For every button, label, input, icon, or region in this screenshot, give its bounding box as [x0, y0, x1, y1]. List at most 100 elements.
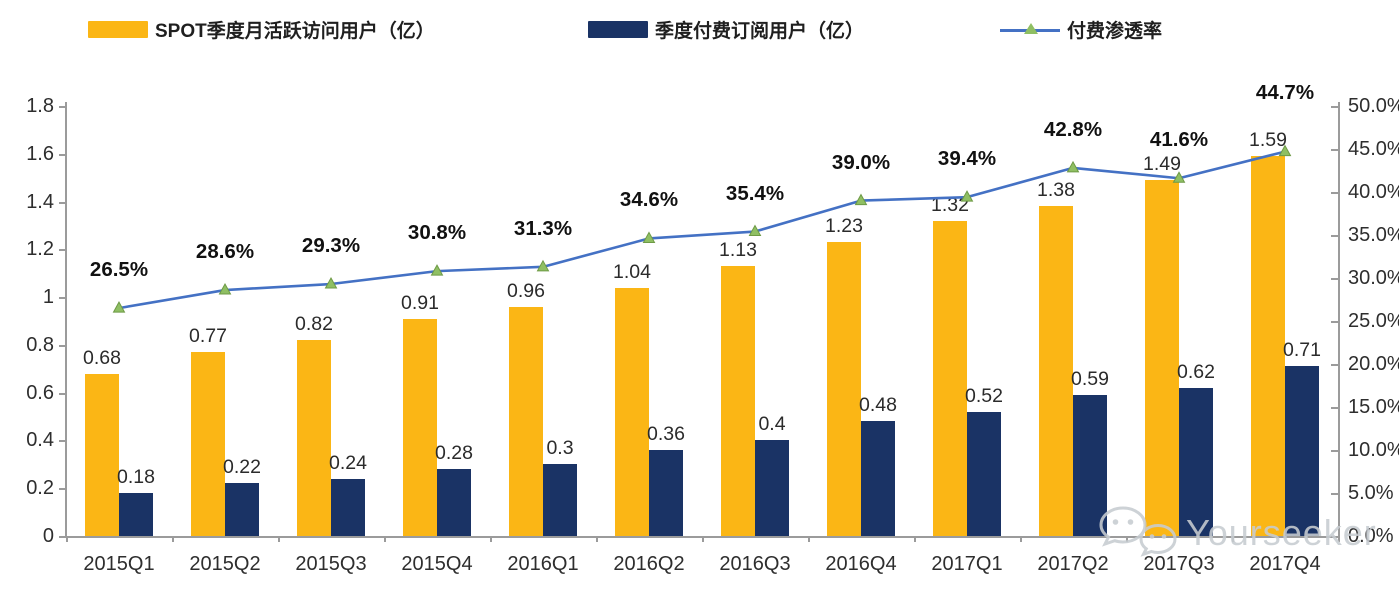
bar-value-label: 0.77	[189, 325, 227, 348]
penetration-value-label: 31.3%	[513, 216, 573, 240]
legend-item-mau: SPOT季度月活跃访问用户（亿）	[88, 18, 435, 42]
penetration-value-label: 29.3%	[301, 234, 361, 258]
left-axis-tick	[59, 106, 66, 108]
bar-value-label: 0.91	[401, 291, 439, 314]
bar-subs-2015Q1	[119, 493, 153, 536]
right-axis-tick-label: 25.0%	[1348, 310, 1399, 332]
left-axis-tick-label: 0.8	[26, 333, 54, 356]
legend-swatch	[88, 20, 148, 38]
bar-value-label: 0.68	[83, 346, 121, 369]
legend-label: 付费渗透率	[1067, 20, 1163, 42]
x-axis-category-label: 2016Q2	[613, 553, 685, 575]
bar-mau-2017Q4	[1251, 156, 1285, 536]
bar-value-label: 1.59	[1249, 129, 1287, 152]
x-axis-tick	[384, 536, 386, 542]
line-marker-triangle	[1172, 171, 1186, 183]
right-axis-tick-label: 50.0%	[1348, 95, 1399, 117]
left-axis-tick-label: 0	[42, 525, 54, 547]
bar-mau-2017Q3	[1145, 180, 1179, 536]
left-axis-tick-label: 0.2	[26, 477, 54, 500]
line-marker-triangle	[218, 283, 232, 295]
bar-value-label: 0.62	[1177, 360, 1215, 383]
x-axis-category-label: 2017Q3	[1143, 553, 1215, 575]
line-marker-triangle	[430, 264, 444, 276]
bar-value-label: 0.18	[117, 466, 155, 488]
bar-subs-2015Q3	[331, 478, 365, 536]
bar-value-label: 0.4	[758, 413, 786, 436]
penetration-line	[112, 144, 1292, 313]
bar-mau-2015Q3	[297, 340, 331, 536]
bar-value-label: 1.49	[1143, 153, 1181, 176]
left-axis-tick-label: 1.6	[26, 142, 54, 165]
x-axis-category-label: 2015Q4	[401, 553, 473, 575]
bar-value-label: 0.82	[295, 313, 333, 336]
bar-subs-2017Q1	[967, 411, 1001, 536]
bar-value-label: 0.96	[507, 279, 545, 302]
line-marker-triangle	[536, 259, 550, 272]
left-axis-tick-label: 0.6	[26, 381, 54, 404]
right-axis-tick	[1331, 364, 1338, 366]
right-axis-tick	[1331, 235, 1338, 237]
left-axis-tick	[59, 201, 66, 204]
right-axis-tick-label: 35.0%	[1348, 224, 1399, 246]
bar-subs-2016Q2	[649, 450, 683, 536]
x-axis-tick	[172, 536, 174, 542]
bar-value-label: 0.52	[965, 384, 1003, 407]
left-axis-tick-label: 1.2	[26, 238, 54, 261]
x-axis-tick	[1232, 536, 1234, 542]
penetration-value-label: 39.4%	[937, 147, 997, 171]
right-axis-tick	[1331, 493, 1338, 495]
legend-label: 季度付费订阅用户（亿）	[655, 20, 865, 42]
right-axis-tick-label: 40.0%	[1348, 181, 1399, 203]
line-marker-triangle	[1066, 160, 1080, 173]
bar-value-label: 1.23	[825, 215, 863, 238]
x-axis-tick	[808, 536, 810, 542]
line-marker-triangle	[960, 190, 974, 202]
left-axis-tick-label: 1.4	[26, 190, 54, 213]
line-marker-triangle	[748, 224, 762, 237]
left-axis-tick	[59, 536, 66, 538]
x-axis-tick	[702, 536, 704, 542]
bar-value-label: 1.38	[1037, 179, 1075, 202]
right-axis-tick-label: 45.0%	[1348, 138, 1399, 160]
right-axis-tick	[1331, 192, 1338, 194]
bar-subs-2016Q4	[861, 421, 895, 536]
bar-subs-2017Q3	[1179, 387, 1213, 536]
left-axis-tick	[59, 440, 66, 443]
x-axis-tick	[278, 536, 280, 542]
x-axis-tick	[490, 536, 492, 542]
legend-swatch	[588, 20, 648, 38]
right-axis-tick	[1331, 149, 1338, 151]
penetration-value-label: 41.6%	[1149, 128, 1209, 152]
left-axis-tick	[59, 297, 66, 300]
penetration-value-label: 39.0%	[831, 150, 891, 174]
x-axis-tick	[1338, 536, 1340, 542]
left-axis-tick-label: 1.8	[26, 95, 54, 117]
legend-item-subs: 季度付费订阅用户（亿）	[588, 18, 865, 42]
line-marker-triangle	[112, 301, 126, 313]
right-axis-tick-label: 10.0%	[1348, 439, 1399, 461]
x-axis-tick	[1126, 536, 1128, 542]
left-axis-tick-label: 1	[42, 286, 54, 309]
right-axis-tick	[1331, 106, 1338, 108]
bar-subs-2017Q2	[1073, 395, 1107, 536]
right-axis-tick	[1331, 450, 1338, 452]
bar-mau-2016Q3	[721, 266, 755, 536]
legend-line-swatch	[1000, 21, 1060, 38]
right-axis-tick-label: 15.0%	[1348, 396, 1399, 418]
bar-value-label: 0.36	[647, 423, 685, 445]
x-axis-category-label: 2016Q1	[507, 553, 579, 575]
right-axis-tick	[1331, 278, 1338, 280]
x-axis-category-label: 2017Q1	[931, 553, 1003, 575]
x-axis-tick	[596, 536, 598, 542]
right-axis-tick-label: 5.0%	[1348, 482, 1394, 504]
bar-value-label: 1.13	[719, 239, 757, 262]
bar-mau-2015Q4	[403, 318, 437, 536]
penetration-value-label: 26.5%	[89, 258, 149, 282]
right-axis-line	[1338, 102, 1340, 536]
bar-subs-2015Q2	[225, 483, 259, 536]
right-axis-tick	[1331, 321, 1338, 323]
x-axis-category-label: 2015Q3	[295, 553, 367, 575]
x-axis-tick	[66, 536, 68, 542]
